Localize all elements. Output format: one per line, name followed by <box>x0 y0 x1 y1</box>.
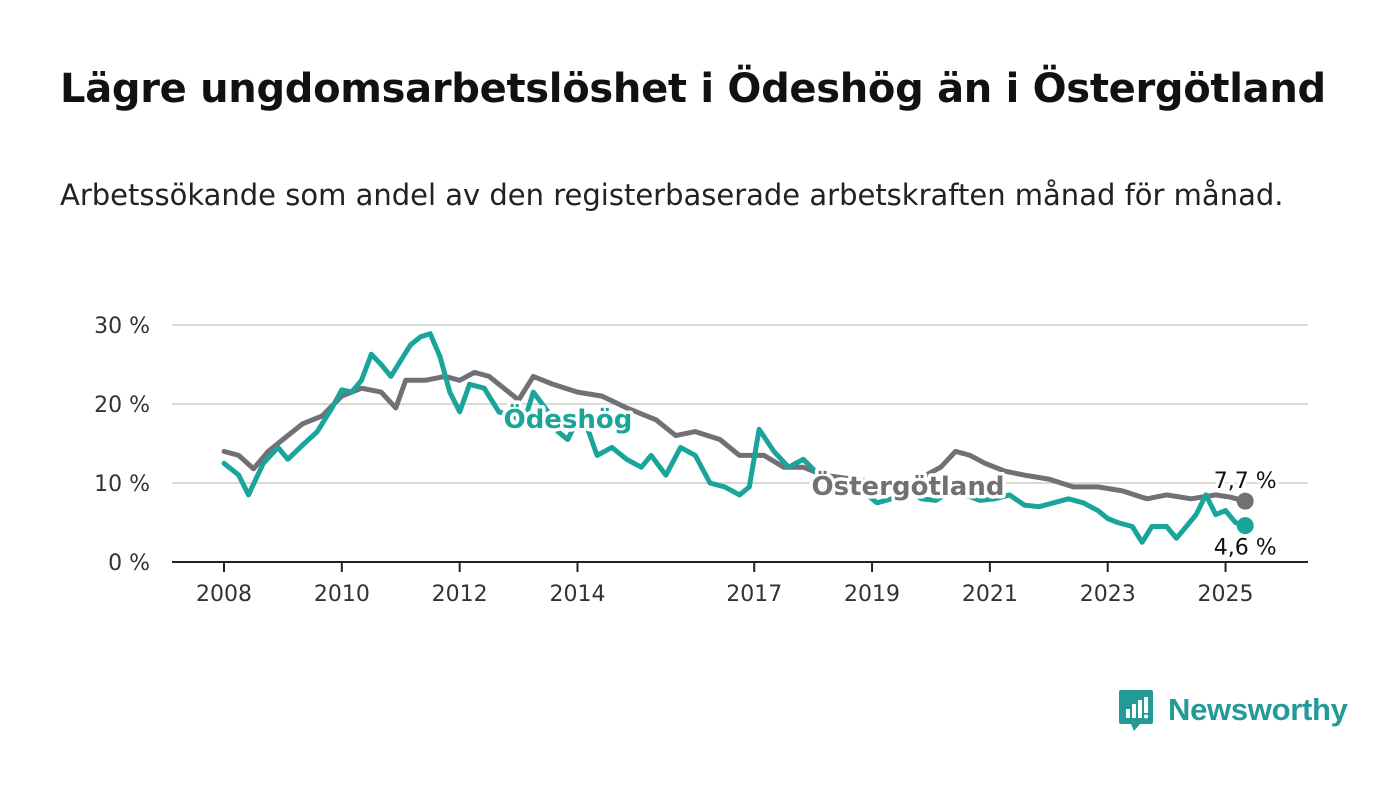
x-tick-label: 2012 <box>432 582 488 607</box>
series-end-marker <box>1236 517 1254 535</box>
chart-title: Lägre ungdomsarbetslöshet i Ödeshög än i… <box>60 66 1326 112</box>
x-tick-label: 2014 <box>549 582 605 607</box>
chart-subtitle: Arbetssökande som andel av den registerb… <box>60 178 1284 212</box>
series-name-label: Östergötland <box>812 469 1005 502</box>
newsworthy-logo-icon <box>1119 690 1153 731</box>
y-tick-label: 10 % <box>94 472 150 497</box>
x-tick-label: 2017 <box>726 582 782 607</box>
series-name-label: Ödeshög <box>504 402 633 435</box>
x-tick-label: 2023 <box>1080 582 1136 607</box>
x-tick-label: 2021 <box>962 582 1018 607</box>
series-line <box>221 331 1248 545</box>
brand: Newsworthy <box>1118 688 1348 732</box>
x-tick-label: 2008 <box>196 582 252 607</box>
series-end-label: 4,6 % <box>1214 536 1277 561</box>
y-tick-label: 0 % <box>108 551 150 576</box>
x-tick-label: 2010 <box>314 582 370 607</box>
series-line <box>221 369 1248 504</box>
x-tick-label: 2019 <box>844 582 900 607</box>
series-end-marker <box>1236 492 1254 510</box>
brand-name: Newsworthy <box>1168 692 1348 727</box>
y-tick-label: 20 % <box>94 393 150 418</box>
y-tick-label: 30 % <box>94 314 150 339</box>
series-end-label: 7,7 % <box>1214 469 1277 494</box>
x-tick-label: 2025 <box>1198 582 1254 607</box>
